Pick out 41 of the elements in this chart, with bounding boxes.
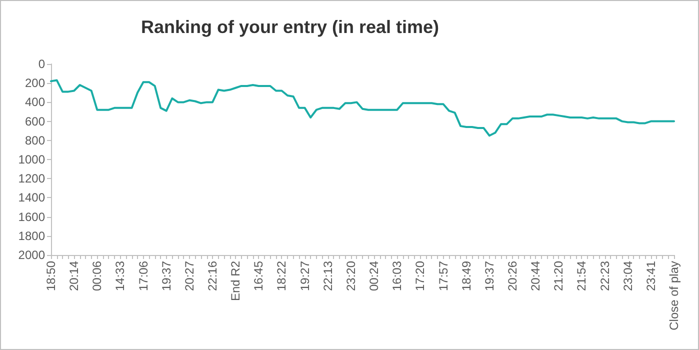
x-tick-label: 18:49	[459, 260, 474, 292]
y-tick-label: 1800	[18, 228, 46, 243]
x-tick-label: 20:26	[505, 260, 520, 292]
y-tick-label: 600	[24, 114, 46, 128]
x-tick-label: 16:03	[390, 260, 404, 292]
y-tick-label: 0	[38, 57, 46, 71]
x-tick-label: Close of play	[667, 261, 681, 330]
x-tick-label: 23:20	[344, 260, 358, 292]
x-tick-label: 20:27	[182, 260, 196, 292]
x-tick-label: 19:37	[482, 260, 496, 292]
x-tick-label: 20:44	[528, 260, 543, 292]
x-tick-label: 19:27	[298, 260, 312, 292]
x-tick-label: End R2	[228, 260, 243, 302]
y-tick-label: 1600	[18, 210, 46, 224]
y-tick-label: 2000	[18, 248, 46, 262]
y-tick-label: 200	[24, 76, 46, 90]
x-tick-label: 16:45	[252, 260, 266, 292]
x-tick-label: 17:20	[413, 260, 428, 292]
y-tick-label: 800	[24, 133, 46, 148]
y-tick-label: 400	[24, 95, 46, 110]
x-tick-label: 19:37	[159, 260, 174, 292]
x-tick-label: 22:16	[206, 260, 220, 292]
x-tick-label: 18:22	[274, 260, 289, 292]
x-tick-label: 18:50	[44, 260, 58, 292]
x-tick-label: 00:24	[367, 260, 382, 292]
x-tick-label: 21:54	[574, 260, 589, 292]
x-tick-label: 17:06	[136, 260, 150, 292]
chart-title: Ranking of your entry (in real time)	[141, 17, 440, 37]
y-tick-label: 1200	[18, 172, 46, 186]
x-tick-label: 00:06	[90, 260, 104, 292]
x-tick-label: 22:13	[320, 260, 335, 292]
x-tick-label: 20:14	[67, 260, 82, 292]
y-tick-label: 1400	[18, 190, 46, 205]
x-tick-label: 14:33	[113, 260, 128, 292]
x-tick-label: 17:57	[436, 260, 450, 292]
x-tick-label: 23:41	[644, 260, 658, 292]
x-tick-label: 22:23	[598, 260, 612, 292]
y-tick-label: 1000	[18, 152, 46, 166]
x-tick-label: 23:04	[620, 260, 635, 292]
x-tick-label: 21:20	[552, 260, 566, 292]
line-series	[50, 79, 675, 137]
